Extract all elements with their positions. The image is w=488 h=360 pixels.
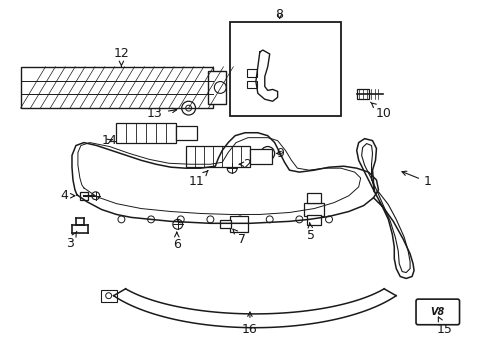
Text: 9: 9 [276, 147, 284, 160]
Text: 12: 12 [113, 48, 129, 66]
Text: 11: 11 [188, 171, 207, 189]
Bar [304, 203, 324, 216]
FancyBboxPatch shape [415, 299, 459, 325]
Bar [246, 69, 256, 77]
Bar [116, 123, 175, 143]
Text: 4: 4 [60, 189, 75, 202]
Bar [246, 81, 256, 89]
Bar [80, 192, 88, 200]
Bar [208, 71, 226, 104]
Text: 15: 15 [436, 317, 452, 336]
Bar [356, 89, 368, 99]
Bar [220, 220, 231, 228]
Text: 14: 14 [102, 134, 117, 147]
Text: 6: 6 [172, 232, 181, 252]
Bar [230, 216, 247, 232]
Bar [306, 193, 321, 203]
Text: 5: 5 [306, 223, 315, 242]
Bar [306, 215, 321, 225]
Text: 10: 10 [370, 102, 390, 120]
Bar [175, 126, 196, 140]
Bar [185, 145, 249, 167]
Text: 1: 1 [401, 171, 431, 189]
Text: 13: 13 [147, 107, 176, 120]
Text: 7: 7 [232, 229, 245, 246]
Text: 2: 2 [239, 158, 250, 171]
Bar [249, 149, 272, 164]
Text: 16: 16 [242, 312, 257, 336]
Text: 3: 3 [66, 231, 77, 249]
Bar [20, 67, 213, 108]
Text: 8: 8 [275, 8, 283, 21]
Text: V8: V8 [430, 307, 444, 317]
Bar [101, 290, 116, 302]
Bar [230, 22, 340, 116]
